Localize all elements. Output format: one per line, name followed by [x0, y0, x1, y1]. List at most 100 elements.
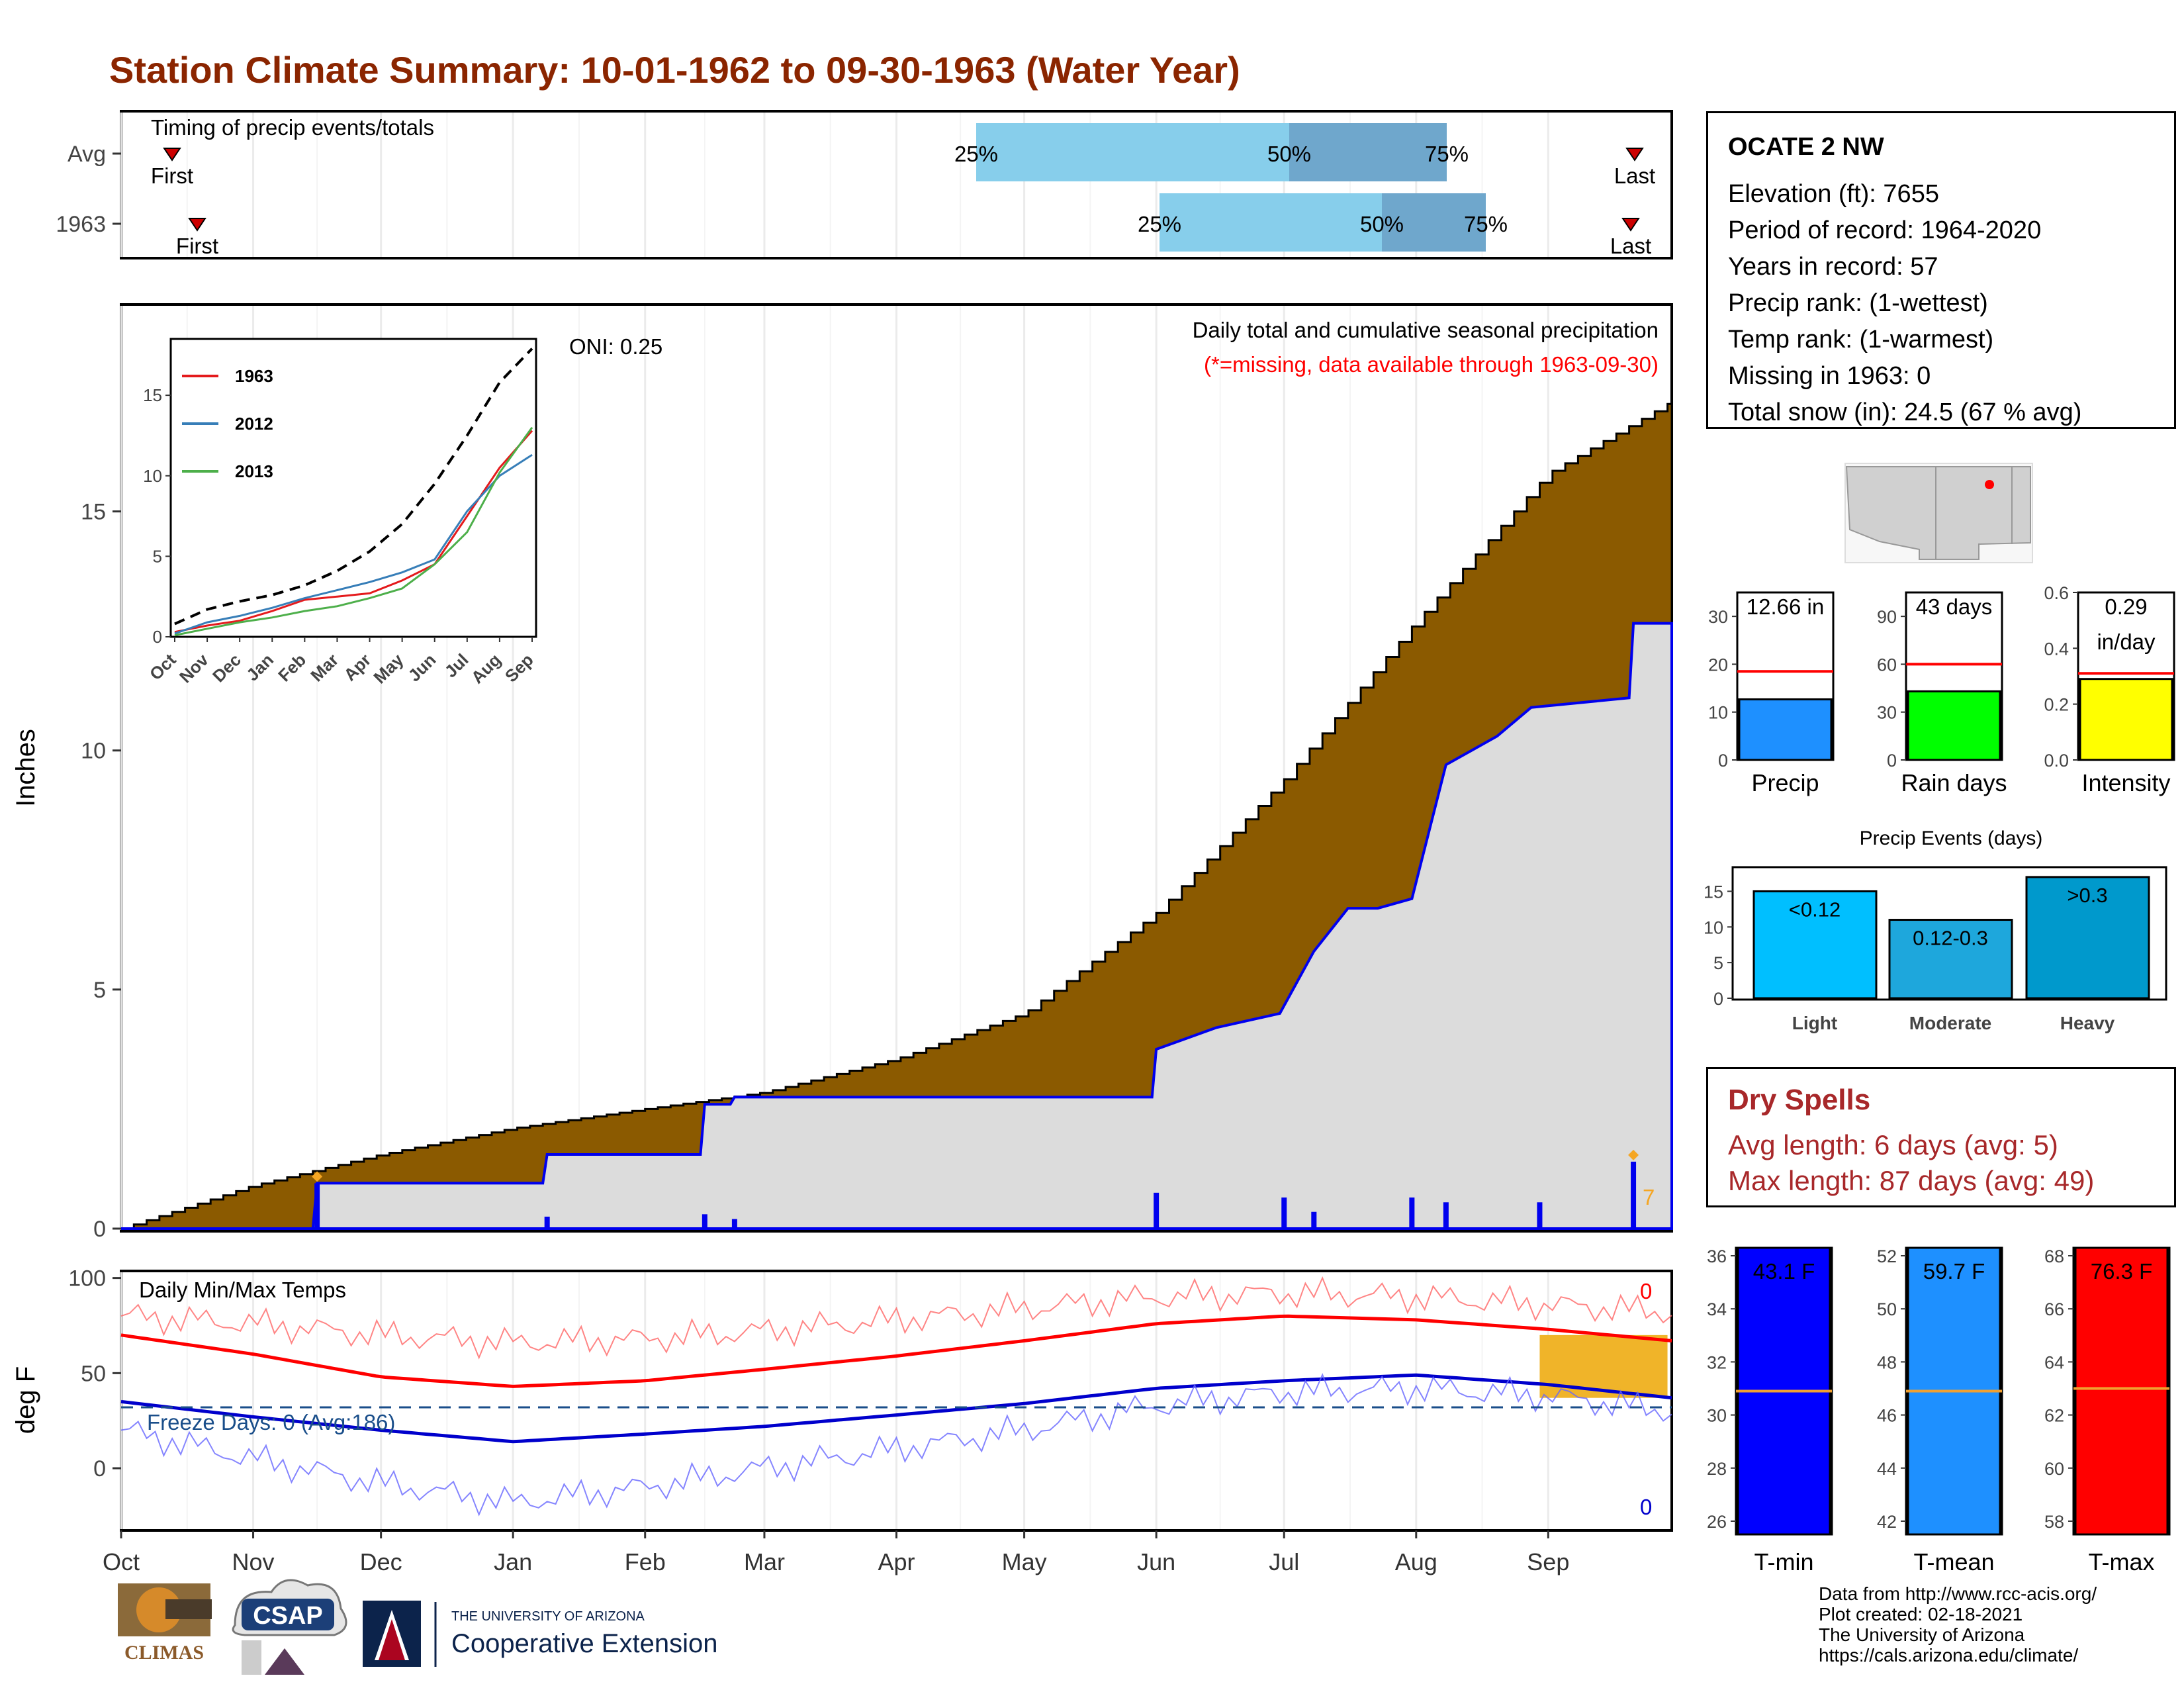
- quartile-75-label: 75%: [1464, 212, 1508, 236]
- snow-flag: [1628, 1149, 1639, 1160]
- daily-precip-bar: [1631, 1161, 1637, 1229]
- y-tick-label: 5: [93, 978, 106, 1003]
- event-tick-label: 5: [1713, 953, 1723, 973]
- temp-tick-label: 68: [2044, 1246, 2064, 1266]
- month-tick-label: Feb: [625, 1548, 666, 1575]
- stat-tick-label: 0: [1718, 751, 1728, 771]
- temp-tick-label: 52: [1877, 1246, 1897, 1266]
- temp-tick-label: 66: [2044, 1299, 2064, 1319]
- station-info-box: OCATE 2 NW Elevation (ft): 7655 Period o…: [1706, 111, 2176, 429]
- temp-value-label: 59.7 F: [1923, 1259, 1985, 1284]
- temp-ylabel: deg F: [11, 1366, 40, 1434]
- event-bar: [1888, 919, 2013, 1000]
- dry-spells-max: Max length: 87 days (avg: 49): [1728, 1165, 2095, 1196]
- inset-y-tick-label: 15: [143, 385, 162, 405]
- station-years: Years in record: 57: [1728, 253, 1938, 281]
- month-tick-label: Oct: [103, 1548, 140, 1575]
- event-bar-label: <0.12: [1789, 898, 1841, 921]
- month-tick-label: Jul: [1269, 1548, 1299, 1575]
- timing-panel-label: Timing of precip events/totals: [151, 115, 434, 140]
- stat-tick-label: 0.2: [2044, 695, 2069, 715]
- station-elevation: Elevation (ft): 7655: [1728, 180, 1939, 208]
- event-tick-label: 10: [1704, 917, 1723, 937]
- stat-tick-label: 20: [1708, 655, 1728, 675]
- quartile-50-75-bar: [1289, 123, 1447, 181]
- inset-legend-label: 2012: [235, 414, 273, 434]
- station-missing: Missing in 1963: 0: [1728, 362, 1931, 390]
- temp-tick-label: 50: [1877, 1299, 1897, 1319]
- avg-tmax-line: [120, 1314, 1672, 1388]
- oni-label: ONI: 0.25: [569, 334, 662, 359]
- event-tick-label: 15: [1704, 882, 1723, 902]
- stat-tick-label: 60: [1877, 655, 1897, 675]
- event-category-label: Heavy: [2060, 1013, 2115, 1033]
- daily-precip-bar: [544, 1216, 550, 1229]
- tmin-trace: [120, 1373, 1672, 1517]
- precip-ylabel: Inches: [11, 729, 40, 807]
- month-tick-label: Nov: [232, 1548, 275, 1575]
- last-event-marker: [1625, 148, 1644, 162]
- quartile-50-75-bar: [1382, 193, 1486, 252]
- y-tick-label: 10: [81, 739, 106, 764]
- inset-y-tick-label: 0: [153, 627, 162, 647]
- quartile-25-50-bar: [976, 123, 1289, 181]
- inset-average-line: [174, 348, 533, 626]
- dry-spells-title: Dry Spells: [1728, 1084, 1871, 1116]
- temp-tick-label: 46: [1877, 1406, 1897, 1426]
- timing-row-label: Avg: [68, 142, 106, 167]
- locator-map: [1844, 463, 2033, 563]
- cumulative-1963-area: [121, 622, 1673, 1230]
- temp-tick-label: 32: [1707, 1352, 1727, 1372]
- stat-value-label: 43 days: [1916, 594, 1993, 619]
- daily-precip-bar: [1443, 1202, 1449, 1229]
- stat-bar: [1738, 698, 1833, 761]
- event-bar: [2025, 876, 2150, 1000]
- temp-value-label: 76.3 F: [2091, 1259, 2153, 1284]
- last-event-label: Last: [1614, 164, 1655, 188]
- y-tick-label: 15: [81, 500, 106, 525]
- inset-y-tick-label: 5: [153, 546, 162, 566]
- temp-value-label: 43.1 F: [1753, 1259, 1815, 1284]
- first-event-marker: [188, 218, 206, 232]
- last-event-marker: [1621, 218, 1640, 232]
- inset-legend-label: 1963: [235, 366, 273, 386]
- month-tick-label: Jun: [1137, 1548, 1175, 1575]
- quartile-75-label: 75%: [1425, 142, 1469, 166]
- csap-text: CSAP: [253, 1602, 323, 1630]
- first-event-marker: [163, 148, 181, 162]
- dry-spells-avg: Avg length: 6 days (avg: 5): [1728, 1129, 2058, 1160]
- inset-series-line: [174, 430, 533, 633]
- month-tick-label: Apr: [878, 1548, 915, 1575]
- last-event-label: Last: [1610, 234, 1651, 258]
- month-tick-label: Sep: [1527, 1548, 1569, 1575]
- event-bar: [1752, 890, 1878, 1000]
- month-tick-label: Jan: [494, 1548, 532, 1575]
- csap-logo: CSAP: [232, 1579, 347, 1675]
- event-tick-label: 0: [1713, 989, 1723, 1009]
- ua-top-text: THE UNIVERSITY OF ARIZONA: [451, 1609, 645, 1624]
- station-marker: [1985, 480, 1994, 489]
- inset-series-line: [174, 453, 533, 635]
- quartile-50-label: 50%: [1360, 212, 1404, 236]
- first-event-label: First: [176, 234, 218, 258]
- stat-tick-label: 30: [1877, 703, 1897, 723]
- timing-panel: Timing of precip events/totals Avg 25% 50%…: [56, 110, 1673, 259]
- station-temp-rank: Temp rank: (1-warmest): [1728, 326, 1994, 353]
- temp-x-label: T-max: [2088, 1548, 2154, 1575]
- credit-line: The University of Arizona: [1819, 1624, 2025, 1645]
- stat-bar: [1907, 690, 2001, 761]
- stat-bar-chart: 0 10 20 30 12.66 in Precip: [1708, 591, 1835, 796]
- credit-line: Data from http://www.rcc-acis.org/: [1819, 1583, 2097, 1604]
- daily-precip-bar: [1409, 1197, 1415, 1229]
- stat-tick-label: 10: [1708, 703, 1728, 723]
- tmax-trace: [120, 1276, 1672, 1360]
- temp-tick-label: 34: [1707, 1299, 1727, 1319]
- stat-value-label: in/day: [2097, 630, 2156, 654]
- y-tick-label: 100: [68, 1266, 106, 1291]
- temp-tick-label: 36: [1707, 1246, 1727, 1266]
- stat-bar: [2079, 678, 2173, 761]
- precip-panel: 0 5 10 15 Daily total and cumulative season…: [81, 303, 1673, 1242]
- credits: Data from http://www.rcc-acis.org/ Plot …: [1819, 1583, 2097, 1665]
- daily-precip-bar: [1154, 1192, 1160, 1229]
